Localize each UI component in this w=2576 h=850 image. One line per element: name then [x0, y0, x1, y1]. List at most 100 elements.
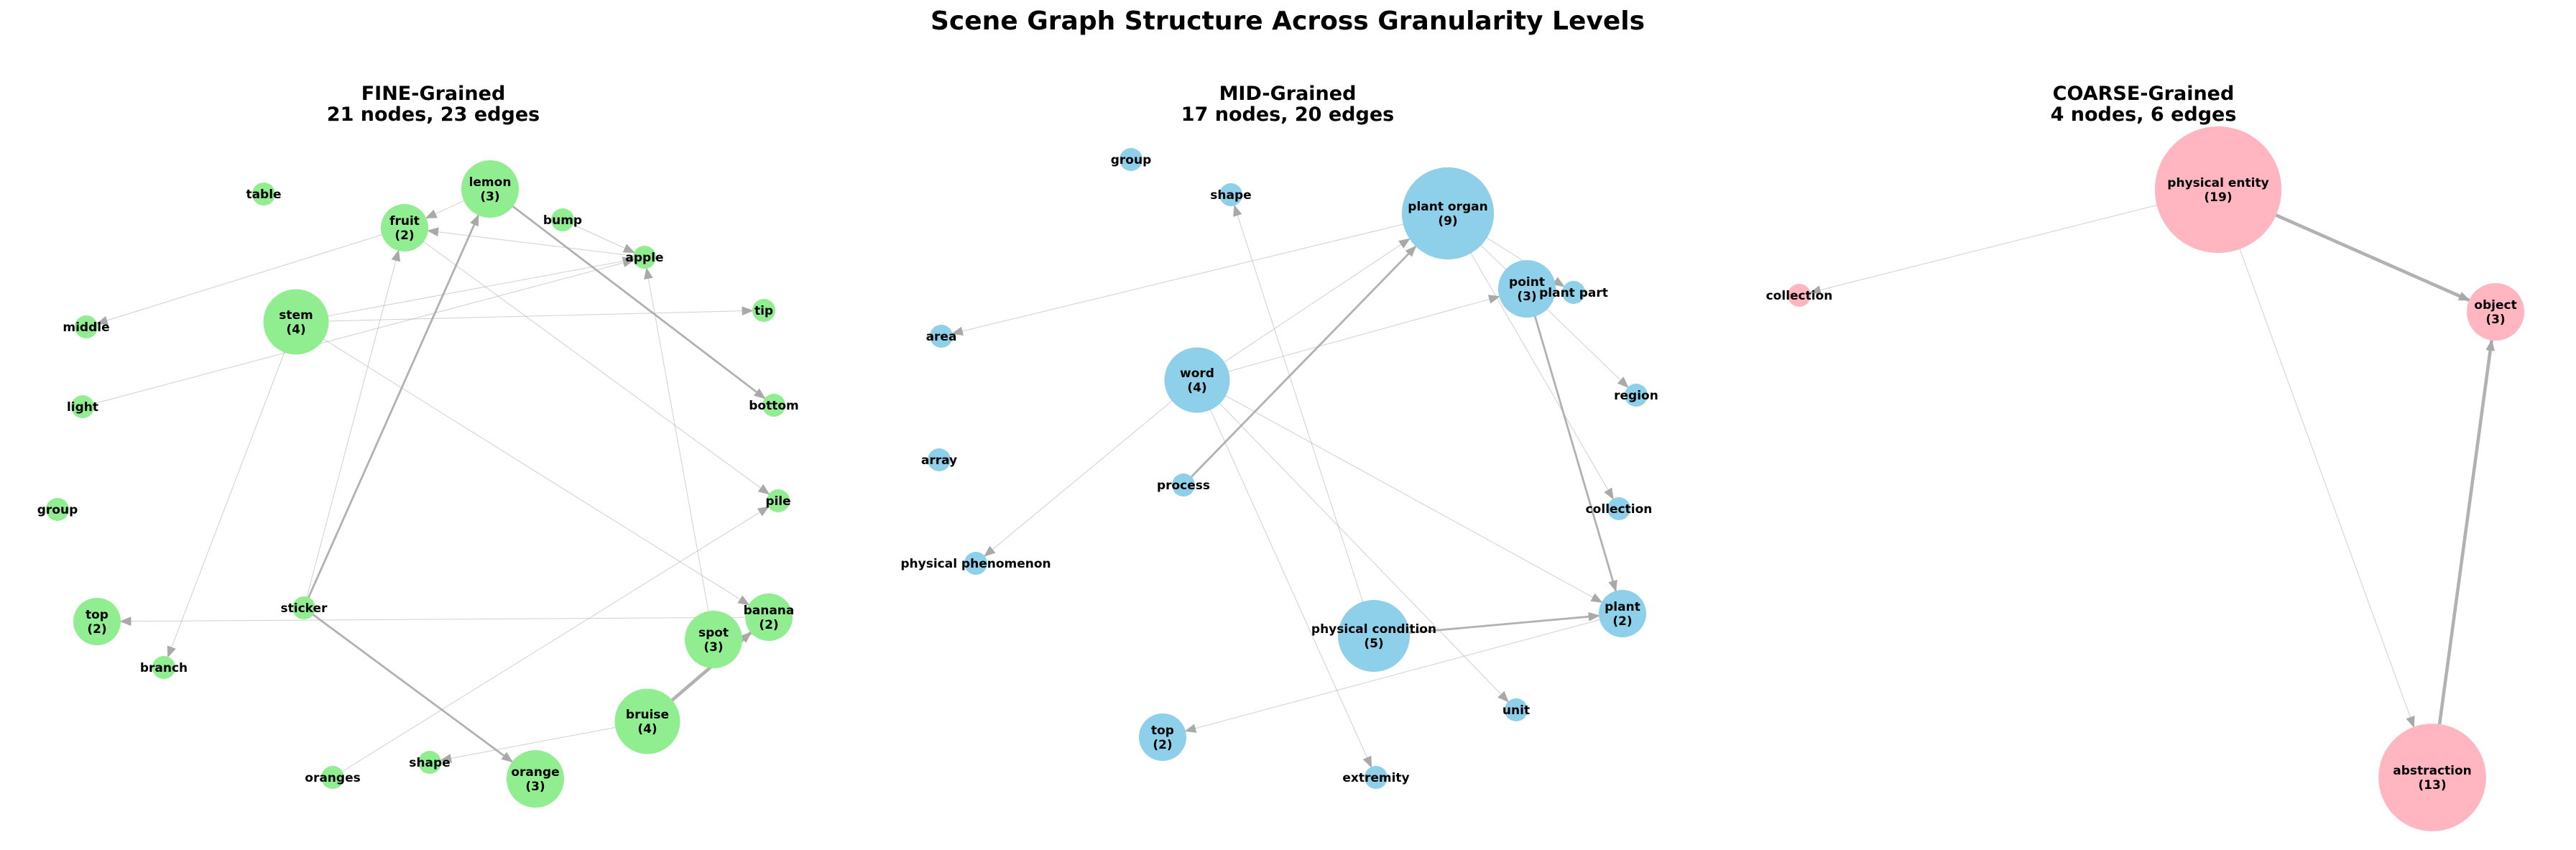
node-plant-part: plant part — [1539, 281, 1608, 304]
node-label: physical condition (5) — [1311, 622, 1436, 651]
node-label: middle — [63, 320, 109, 335]
node-circle — [1599, 590, 1646, 637]
node-circle — [2154, 126, 2282, 254]
edge-oranges-to-pile — [332, 506, 770, 778]
edge-abstraction-to-object — [2430, 339, 2496, 778]
panel-fine: FINE-Grained 21 nodes, 23 edges table lem… — [37, 83, 799, 808]
node-circle — [2378, 724, 2486, 831]
edge-physical_entity-to-abstraction — [2217, 189, 2415, 729]
node-label: bottom — [749, 399, 799, 413]
node-label: region — [1614, 389, 1658, 403]
node-label: unit — [1502, 703, 1530, 718]
node-label: area — [926, 330, 957, 344]
edge-process-to-plant_organ — [1182, 245, 1417, 486]
edge-plant_organ-to-area — [951, 213, 1449, 336]
node-label: process — [1157, 479, 1210, 493]
node-circle — [1625, 384, 1648, 407]
edge-plant_organ-to-collection — [1447, 213, 1614, 500]
edge-lemon-to-bottom — [489, 188, 766, 399]
node-circle — [1505, 698, 1528, 721]
node-label: fruit (2) — [389, 214, 420, 243]
node-circle — [1338, 600, 1410, 672]
node-bottom: bottom — [749, 394, 799, 417]
node-label: top (2) — [1151, 724, 1174, 752]
node-label: collection — [1586, 502, 1653, 517]
node-circle — [321, 766, 344, 789]
node-light: light — [67, 395, 98, 418]
node-top: top (2) — [73, 598, 121, 645]
edge-word-to-extremity — [1196, 379, 1372, 768]
edge-banana-to-top — [119, 616, 770, 627]
edge-physical_condition-to-shape — [1233, 204, 1375, 637]
node-label: top (2) — [86, 608, 109, 637]
node-circle — [252, 183, 275, 205]
node-circle — [745, 593, 793, 641]
node-bump: bump — [543, 208, 582, 231]
edge-fruit-to-pile — [404, 227, 770, 495]
node-physical-entity: physical entity (19) — [2154, 126, 2282, 254]
node-table: table — [246, 183, 282, 205]
edge-word-to-point — [1196, 295, 1500, 381]
node-apple: apple — [625, 246, 664, 269]
node-circle — [752, 299, 775, 322]
node-unit: unit — [1502, 698, 1530, 721]
node-label: shape — [409, 756, 450, 770]
node-label: physical phenomenon — [900, 557, 1051, 571]
node-circle — [964, 552, 987, 575]
node-region: region — [1614, 384, 1658, 407]
edge-physical_entity-to-collection — [1809, 189, 2219, 295]
edge-spot-to-apple — [644, 267, 714, 640]
edge-sticker-to-fruit — [303, 249, 401, 609]
node-circle — [1139, 713, 1186, 761]
node-label: object (3) — [2474, 298, 2516, 327]
edge-plant-to-top — [1184, 613, 1623, 733]
node-plant: plant (2) — [1599, 590, 1646, 637]
node-circle — [762, 394, 785, 417]
edge-word-to-plant_organ — [1196, 238, 1411, 381]
node-pile: pile — [765, 489, 791, 512]
edge-stem-to-apple — [295, 257, 634, 323]
node-circle — [1219, 183, 1242, 206]
node-label: branch — [140, 661, 188, 675]
node-shape: shape — [1210, 183, 1252, 206]
node-circle — [767, 489, 790, 512]
edge-layer-mid — [951, 204, 1629, 768]
node-label: extremity — [1342, 771, 1409, 785]
node-circle — [71, 395, 94, 418]
edge-layer-coarse — [1809, 188, 2496, 778]
node-label: bruise (4) — [626, 708, 669, 736]
node-label: plant (2) — [1605, 600, 1640, 629]
edge-fruit-to-middle — [96, 227, 405, 325]
node-banana: banana (2) — [744, 593, 794, 641]
node-label: abstraction (13) — [2393, 764, 2472, 793]
node-label: table — [246, 188, 281, 202]
node-circle — [381, 204, 428, 251]
node-bruise: bruise (4) — [614, 688, 680, 754]
panel-subtitle-coarse: 4 nodes, 6 edges — [2051, 103, 2237, 126]
node-label: lemon (3) — [469, 175, 512, 204]
node-label: shape — [1210, 188, 1251, 203]
figure-title: Scene Graph Structure Across Granularity… — [931, 6, 1645, 36]
panel-subtitle-fine: 21 nodes, 23 edges — [327, 103, 540, 126]
node-collection: collection — [1586, 497, 1653, 520]
node-circle — [1120, 148, 1142, 171]
node-sticker: sticker — [281, 596, 328, 619]
node-layer-fine: table lemon (3) fruit (2) bump apple stem (4) tip… — [37, 160, 799, 808]
node-label: collection — [1766, 289, 1833, 303]
node-area: area — [926, 325, 957, 348]
node-lemon: lemon (3) — [461, 160, 520, 218]
node-stem: stem (4) — [263, 289, 329, 355]
node-circle — [930, 325, 953, 348]
node-object: object (3) — [2466, 282, 2525, 341]
node-fruit: fruit (2) — [381, 204, 428, 251]
node-point: point (3) — [1497, 259, 1556, 318]
node-group: group — [1111, 148, 1151, 171]
panel-subtitle-mid: 17 nodes, 20 edges — [1181, 103, 1394, 126]
node-label: word (4) — [1180, 366, 1214, 395]
node-layer-mid: group shape plant organ (9) point (3) plant pa… — [900, 148, 1658, 789]
node-circle — [75, 315, 98, 338]
node-circle — [1365, 766, 1388, 789]
node-circle — [506, 749, 565, 808]
node-circle — [1172, 473, 1195, 496]
